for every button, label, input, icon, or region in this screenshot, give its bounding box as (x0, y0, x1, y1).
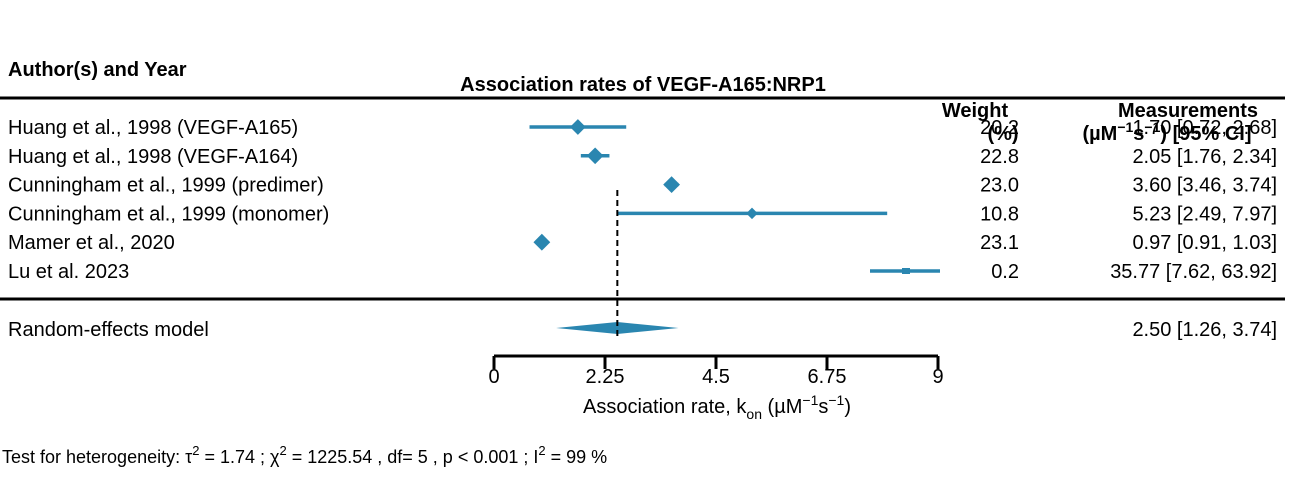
study-weight: 0.2 (991, 261, 1019, 283)
study-weight: 23.0 (980, 175, 1019, 197)
heterogeneity-text: Test for heterogeneity: τ2 = 1.74 ; χ2 =… (2, 443, 607, 467)
study-ci-label: 2.05 [1.76, 2.34] (1132, 146, 1277, 168)
summary-row: Random-effects model 2.50 [1.26, 3.74] (8, 319, 1277, 341)
study-rows: Huang et al., 1998 (VEGF-A165) 20.2 1.70 [… (8, 117, 1277, 283)
study-weight: 22.8 (980, 146, 1019, 168)
study-label: Huang et al., 1998 (VEGF-A165) (8, 117, 298, 139)
measurements-column-unit: (µM−1s−1) [95% CI] (1082, 119, 1251, 145)
study-label: Mamer et al., 2020 (8, 232, 175, 254)
study-ci-label: 0.97 [0.91, 1.03] (1132, 232, 1277, 254)
study-ci-label: 1.70 [0.72, 2.68] (1132, 117, 1277, 139)
study-label: Huang et al., 1998 (VEGF-A164) (8, 146, 298, 168)
summary-diamond (556, 322, 679, 334)
weight-column-header: Weight (942, 100, 1009, 122)
point-estimate (533, 233, 551, 251)
measurements-column-header: Measurements (1118, 100, 1258, 122)
study-row: Huang et al., 1998 (VEGF-A165) 20.2 1.70 [… (8, 117, 1277, 139)
x-tick-label: 4.5 (702, 366, 730, 388)
study-weight: 23.1 (980, 232, 1019, 254)
study-row: Huang et al., 1998 (VEGF-A164) 22.8 2.05 [… (8, 146, 1277, 168)
study-ci-label: 3.60 [3.46, 3.74] (1132, 175, 1277, 197)
study-row: Cunningham et al., 1999 (predimer) 23.0 3.… (8, 175, 1277, 197)
study-label: Lu et al. 2023 (8, 261, 129, 283)
study-column-header: Author(s) and Year (8, 59, 187, 81)
summary-ci-label: 2.50 [1.26, 3.74] (1132, 319, 1277, 341)
x-axis: 0 2.25 4.5 6.75 9 (488, 354, 944, 388)
x-tick-label: 2.25 (586, 366, 625, 388)
weight-column-unit: (%) (987, 123, 1018, 145)
x-axis-label: Association rate, kon (µM−1s−1) (583, 392, 851, 422)
x-tick-label: 0 (488, 366, 499, 388)
study-row: Mamer et al., 2020 23.1 0.97 [0.91, 1.03] (8, 232, 1277, 254)
summary-label: Random-effects model (8, 319, 209, 341)
point-estimate (586, 147, 604, 165)
study-weight: 20.2 (980, 117, 1019, 139)
study-row: Lu et al. 2023 0.2 35.77 [7.62, 63.92] (8, 261, 1277, 283)
study-ci-label: 35.77 [7.62, 63.92] (1110, 261, 1277, 283)
study-weight: 10.8 (980, 203, 1019, 225)
study-ci-label: 5.23 [2.49, 7.97] (1132, 203, 1277, 225)
study-row: Cunningham et al., 1999 (monomer) 10.8 5.2… (8, 203, 1277, 225)
point-estimate (663, 176, 680, 193)
chart-title: Association rates of VEGF-A165:NRP1 (460, 74, 826, 96)
point-estimate (570, 119, 586, 135)
study-label: Cunningham et al., 1999 (monomer) (8, 203, 329, 225)
point-estimate (902, 268, 910, 274)
point-estimate (746, 207, 758, 220)
x-tick-label: 6.75 (808, 366, 847, 388)
x-tick-label: 9 (932, 366, 943, 388)
study-label: Cunningham et al., 1999 (predimer) (8, 175, 324, 197)
